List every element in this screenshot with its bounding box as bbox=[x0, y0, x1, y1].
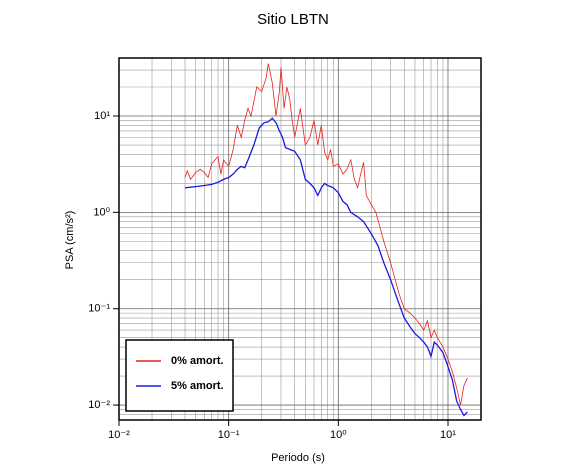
y-tick-label: 10¹ bbox=[94, 110, 110, 122]
plot-frame bbox=[118, 57, 482, 421]
x-tick-label: 10⁰ bbox=[330, 429, 347, 441]
y-tick-label: 10⁻¹ bbox=[88, 303, 110, 315]
series-line bbox=[184, 117, 468, 417]
x-tick-label: 10¹ bbox=[440, 429, 456, 441]
legend-label: 0% amort. bbox=[171, 355, 224, 367]
series-line bbox=[184, 63, 468, 406]
y-tick-label: 10⁻² bbox=[88, 399, 110, 411]
legend-label: 5% amort. bbox=[171, 380, 224, 392]
y-tick-label: 10⁰ bbox=[93, 206, 110, 218]
legend-box bbox=[125, 339, 234, 412]
x-axis-label: Periodo (s) bbox=[271, 452, 325, 464]
x-tick-label: 10⁻¹ bbox=[218, 429, 240, 441]
x-tick-label: 10⁻² bbox=[108, 429, 130, 441]
chart-title: Sitio LBTN bbox=[257, 11, 329, 28]
y-axis-label: PSA (cm/s²) bbox=[64, 211, 76, 270]
